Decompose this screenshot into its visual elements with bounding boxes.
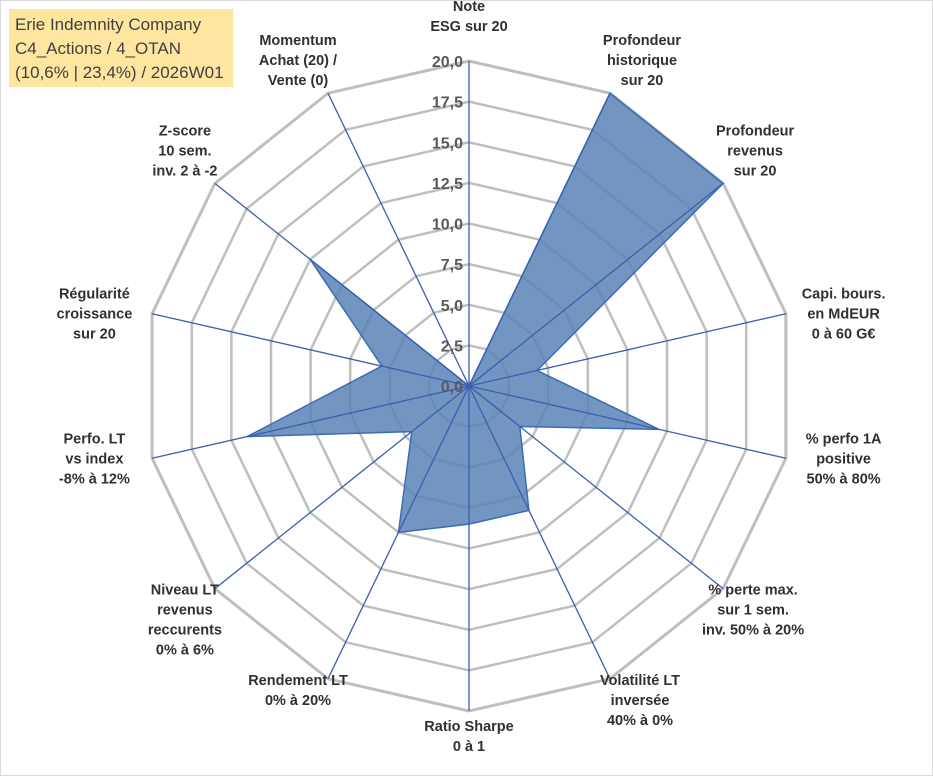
tick-label: 17,5 [432, 95, 463, 112]
axis-spoke-13 [214, 182, 470, 387]
axis-label-11: Perfo. LT vs index -8% à 12% [59, 431, 130, 487]
tick-label: 12,5 [432, 176, 463, 193]
axis-label-line: Note [453, 0, 485, 15]
data-area-group [246, 92, 725, 534]
axis-label-line: sur 20 [621, 73, 664, 89]
axis-label-line: Achat (20) / [259, 53, 337, 69]
title-company: Erie Indemnity Company [15, 15, 202, 34]
axis-label-line: Rendement LT [248, 673, 348, 689]
axis-label-line: 0 à 1 [453, 739, 485, 755]
axis-label-line: -8% à 12% [59, 471, 130, 487]
axis-label-line: croissance [57, 307, 133, 323]
axis-label-line: revenus [157, 603, 213, 619]
axis-label-3: Profondeur revenus sur 20 [716, 123, 794, 179]
tick-label: 5,0 [441, 298, 463, 315]
axis-label-line: inversée [611, 693, 670, 709]
axis-label-line: Vente (0) [268, 73, 329, 89]
axis-label-10: Niveau LT revenus reccurents 0% à 6% [148, 583, 222, 659]
axis-label-line: Régularité [59, 287, 130, 303]
axis-label-line: Volatilité LT [600, 673, 680, 689]
axis-spoke-4 [468, 313, 787, 387]
axis-label-13: Z-score 10 sem. inv. 2 à -2 [152, 123, 217, 179]
axis-label-line: revenus [727, 143, 783, 159]
tick-label: 0,0 [441, 379, 463, 396]
axis-label-line: inv. 50% à 20% [702, 623, 804, 639]
axis-label-line: Z-score [159, 123, 211, 139]
axis-label-line: inv. 2 à -2 [152, 163, 217, 179]
axis-label-line: Ratio Sharpe [424, 719, 513, 735]
axis-spoke-9 [327, 385, 470, 680]
radial-tick-labels: 0,0 2,5 5,0 7,5 10,0 12,5 15,0 17,5 20,0 [432, 54, 463, 396]
axis-label-4: Capi. bours. en MdEUR 0 à 60 G€ [802, 287, 886, 343]
axis-label-line: sur 1 sem. [717, 603, 789, 619]
axis-label-line: Perfo. LT [64, 431, 126, 447]
title-category: C4_Actions / 4_OTAN [15, 39, 181, 58]
axis-label-line: 0% à 6% [156, 643, 214, 659]
axis-label-line: sur 20 [734, 163, 777, 179]
axis-spoke-14 [327, 92, 470, 387]
axis-spoke-11 [151, 385, 470, 459]
axis-label-line: reccurents [148, 623, 222, 639]
axis-label-line: Niveau LT [151, 583, 219, 599]
tick-label: 10,0 [432, 217, 463, 234]
axis-spoke-10 [214, 385, 470, 590]
axis-label-9: Rendement LT 0% à 20% [248, 673, 348, 709]
chart-title-box: Erie Indemnity Company C4_Actions / 4_OT… [9, 9, 233, 87]
axis-label-line: ESG sur 20 [430, 19, 507, 35]
data-area [246, 92, 725, 534]
tick-label: 2,5 [441, 338, 463, 355]
axis-label-14: Momentum Achat (20) / Vente (0) [259, 33, 337, 89]
axis-label-line: 0% à 20% [265, 693, 331, 709]
axis-label-7: Volatilité LT inversée 40% à 0% [600, 673, 680, 729]
axis-label-line: 0 à 60 G€ [812, 327, 876, 343]
tick-label: 15,0 [432, 135, 463, 152]
axis-label-line: Profondeur [716, 123, 794, 139]
category-labels: Note ESG sur 20 Profondeur historique sur 20… [57, 0, 886, 755]
axis-label-12: Régularité croissance sur 20 [57, 287, 133, 343]
axis-label-line: 40% à 0% [607, 713, 673, 729]
axis-label-1: Note ESG sur 20 [430, 0, 507, 35]
axis-label-line: % perte max. [708, 583, 797, 599]
axis-label-line: Capi. bours. [802, 287, 886, 303]
axis-label-line: positive [816, 451, 871, 467]
axis-label-line: vs index [65, 451, 123, 467]
axis-label-8: Ratio Sharpe 0 à 1 [424, 719, 513, 755]
axis-label-5: % perfo 1A positive 50% à 80% [806, 431, 882, 487]
axis-label-line: % perfo 1A [806, 431, 882, 447]
axis-label-line: en MdEUR [807, 307, 880, 323]
axis-label-line: 10 sem. [158, 143, 211, 159]
axis-label-6: % perte max. sur 1 sem. inv. 50% à 20% [702, 583, 804, 639]
axis-spoke-3 [468, 182, 724, 387]
axis-spoke-12 [151, 313, 470, 387]
axis-spokes [151, 61, 787, 711]
axis-label-2: Profondeur historique sur 20 [603, 33, 681, 89]
axis-spoke-2 [468, 92, 611, 387]
axis-spoke-5 [468, 385, 787, 459]
tick-label: 20,0 [432, 54, 463, 71]
axis-label-line: Profondeur [603, 33, 681, 49]
axis-label-line: sur 20 [73, 327, 116, 343]
tick-label: 7,5 [441, 257, 463, 274]
title-stats: (10,6% | 23,4%) / 2026W01 [15, 63, 224, 82]
axis-label-line: 50% à 80% [807, 471, 881, 487]
axis-spoke-6 [468, 385, 724, 590]
axis-spoke-7 [468, 385, 611, 680]
axis-label-line: historique [607, 53, 677, 69]
axis-label-line: Momentum [259, 33, 336, 49]
